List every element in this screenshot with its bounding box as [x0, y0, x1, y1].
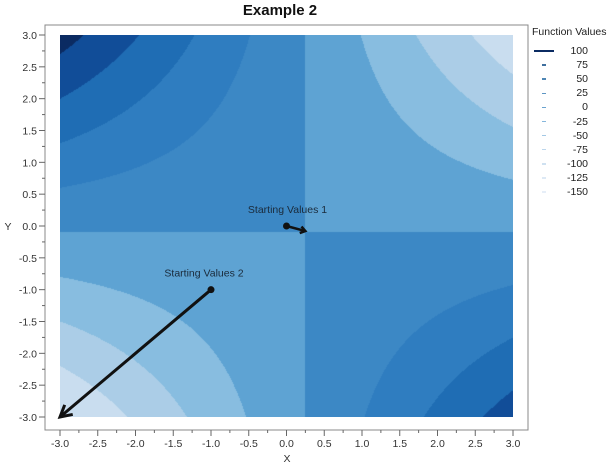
y-tick-label: 0.5 — [22, 189, 37, 201]
y-tick-label: 2.5 — [22, 62, 37, 74]
legend-item: 0 — [532, 100, 607, 114]
legend-item: -125 — [532, 171, 607, 185]
y-tick-label: -1.0 — [19, 285, 37, 297]
legend-line-swatch-icon — [532, 148, 556, 151]
legend-item: 50 — [532, 72, 607, 86]
legend-line-swatch-icon — [532, 177, 556, 179]
legend-item: 100 — [532, 44, 607, 58]
y-axis-label: Y — [4, 221, 11, 233]
legend-title: Function Values — [532, 26, 607, 38]
legend-label: -25 — [572, 115, 588, 128]
legend: Function Values 100 75 50 25 0 -25 -50 -75 -100-… — [532, 26, 607, 199]
x-tick-label: -1.5 — [164, 438, 182, 450]
x-tick-label: 3.0 — [506, 438, 521, 450]
x-tick-label: -2.0 — [126, 438, 144, 450]
legend-line-swatch-icon — [532, 106, 556, 109]
legend-line-swatch-icon — [532, 78, 556, 80]
starting-point-marker — [283, 222, 290, 230]
legend-label: 0 — [582, 101, 588, 114]
y-tick-label: 2.0 — [22, 94, 37, 106]
legend-label: -50 — [572, 129, 588, 142]
annotations: Starting Values 1 Starting Values 2 — [57, 204, 327, 420]
legend-label: -75 — [572, 143, 588, 156]
legend-item: -75 — [532, 143, 607, 157]
x-axis-label: X — [283, 453, 290, 465]
x-tick-label: 1.0 — [355, 438, 370, 450]
chart-title: Example 2 — [242, 2, 318, 19]
arrow-head-icon — [57, 404, 74, 420]
legend-line-swatch-icon — [532, 120, 556, 123]
axis-ticks: -3.0 -2.5 -2.0 -1.5 -1.0 -0.5 0.0 0.5 1.0 1.5 2.0 2… — [19, 30, 521, 450]
x-tick-label: -0.5 — [240, 438, 258, 450]
legend-line-swatch-icon — [532, 64, 556, 66]
x-tick-label: -3.0 — [51, 438, 69, 450]
y-tick-label: 1.0 — [22, 157, 37, 169]
x-tick-label: 2.0 — [430, 438, 445, 450]
y-tick-label: 0.0 — [22, 221, 37, 233]
legend-label: -125 — [566, 171, 588, 184]
x-tick-label: 2.5 — [468, 438, 483, 450]
legend-label: 25 — [576, 87, 588, 100]
arrow-head-icon — [299, 225, 308, 235]
x-tick-label: 0.5 — [317, 438, 332, 450]
legend-line-swatch-icon — [532, 92, 556, 95]
starting-point-marker — [207, 286, 215, 294]
x-tick-label: 0.0 — [279, 438, 294, 450]
legend-line-swatch-icon — [532, 134, 556, 137]
legend-item: -50 — [532, 129, 607, 143]
y-tick-label: 3.0 — [22, 30, 37, 42]
legend-label: 50 — [576, 73, 588, 86]
x-tick-label: -1.0 — [202, 438, 220, 450]
y-tick-label: -2.5 — [19, 380, 37, 392]
legend-line-swatch-icon — [532, 191, 556, 193]
legend-item: 75 — [532, 58, 607, 72]
y-tick-label: -3.0 — [19, 412, 37, 424]
path-arrow-line — [59, 288, 212, 419]
legend-line-swatch-icon — [532, 163, 556, 165]
legend-label: -100 — [566, 157, 588, 170]
legend-label: 100 — [570, 45, 588, 58]
legend-item: 25 — [532, 86, 607, 100]
legend-item: -100 — [532, 157, 607, 171]
annotation-label: Starting Values 2 — [164, 268, 243, 280]
legend-item: -150 — [532, 185, 607, 199]
x-tick-label: -2.5 — [89, 438, 107, 450]
y-tick-label: -0.5 — [19, 253, 37, 265]
legend-label: -150 — [566, 185, 588, 198]
legend-item: -25 — [532, 114, 607, 128]
legend-label: 75 — [576, 59, 588, 72]
y-tick-label: 1.5 — [22, 126, 37, 138]
annotation-label: Starting Values 1 — [248, 204, 327, 216]
legend-line-swatch-icon — [532, 50, 556, 52]
x-tick-label: 1.5 — [392, 438, 407, 450]
y-tick-label: -1.5 — [19, 317, 37, 329]
y-tick-label: -2.0 — [19, 348, 37, 360]
